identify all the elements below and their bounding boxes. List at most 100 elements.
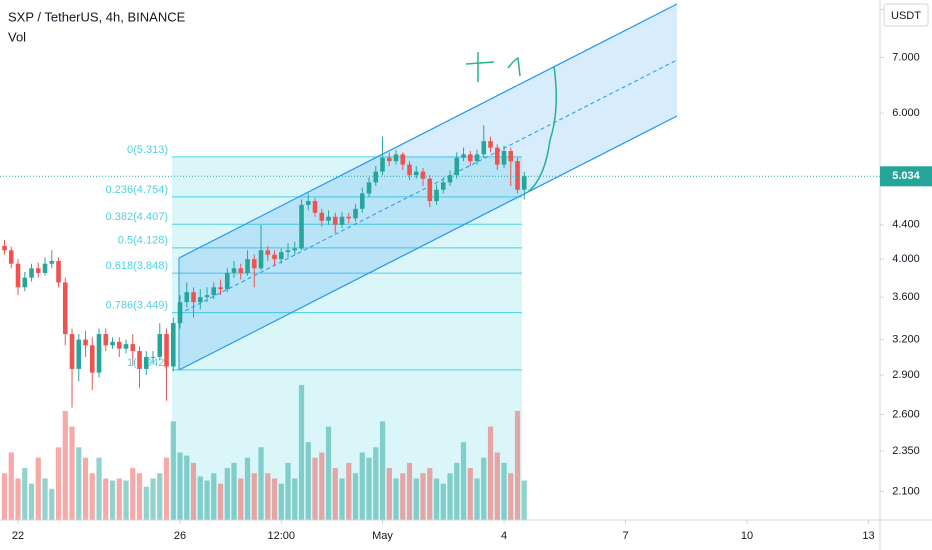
candle-body xyxy=(380,157,385,172)
volume-bar xyxy=(251,473,257,520)
volume-bar xyxy=(413,478,419,520)
unit-box[interactable] xyxy=(883,3,929,27)
volume-bar xyxy=(42,478,48,520)
volume-bar xyxy=(55,447,62,520)
y-tick-label: 7.000 xyxy=(892,51,920,63)
candle-body xyxy=(447,175,453,183)
volume-bar xyxy=(130,468,136,520)
candle-body xyxy=(332,216,338,225)
candles xyxy=(2,125,527,408)
candle-body xyxy=(251,259,257,269)
candle-body xyxy=(170,323,176,367)
handwriting-curve xyxy=(527,65,557,193)
candle-body xyxy=(386,157,392,162)
volume-bar xyxy=(265,473,271,520)
volume-bar xyxy=(89,473,95,520)
candle-body xyxy=(305,201,311,205)
channel-upper xyxy=(178,3,678,259)
volume-bar xyxy=(258,447,264,520)
last-price-label: 5.034 xyxy=(892,170,920,182)
volume-bar xyxy=(427,468,433,520)
candle-body xyxy=(292,248,298,251)
last-price-tag xyxy=(880,166,932,187)
volume-bar xyxy=(305,442,311,520)
fib-label: 0(5.313) xyxy=(127,144,168,156)
candle-body xyxy=(265,250,271,255)
volume-bar xyxy=(481,457,487,520)
volume-bar xyxy=(103,478,109,520)
candle-body xyxy=(96,334,102,373)
volume-bar xyxy=(400,473,406,520)
y-tick-label: 2.350 xyxy=(892,445,920,457)
volume-bar xyxy=(379,421,386,520)
candle-body xyxy=(184,292,190,303)
channel-lower xyxy=(178,115,678,371)
y-tick-label: 3.600 xyxy=(892,291,920,303)
x-tick-label: 10 xyxy=(741,530,753,542)
candle-body xyxy=(164,334,169,367)
x-tick-label: 26 xyxy=(174,530,186,542)
channel-mid xyxy=(178,59,678,315)
volume-bar xyxy=(346,462,352,520)
volume-bar xyxy=(204,480,210,520)
y-tick-label: 2.100 xyxy=(892,485,920,497)
candle-body xyxy=(400,154,406,165)
volume-bar xyxy=(339,478,345,520)
volume-bar xyxy=(1,473,8,520)
candle-body xyxy=(157,334,163,357)
handwriting-plus xyxy=(465,52,495,82)
volume-bar xyxy=(28,483,35,520)
candle-body xyxy=(508,151,514,162)
volume-bar xyxy=(49,488,55,520)
volume-bar xyxy=(508,473,514,520)
candle-body xyxy=(420,171,426,179)
candle-body xyxy=(521,176,527,190)
candle-body xyxy=(83,339,88,346)
volume-bar xyxy=(278,483,284,520)
candle-body xyxy=(488,141,493,148)
fib-label: 0.618(3.848) xyxy=(106,260,168,272)
x-tick-label: 7 xyxy=(622,530,628,542)
candle-body xyxy=(366,182,372,194)
volume-bar xyxy=(143,486,149,520)
fib-label: 0.382(4.407) xyxy=(106,211,168,223)
candle-body xyxy=(245,259,250,273)
volume-bar xyxy=(494,452,500,520)
candle-body xyxy=(299,204,304,249)
volume-bar xyxy=(298,385,305,520)
volume-bar xyxy=(15,478,21,520)
candle-body xyxy=(218,287,223,290)
x-tick-label: May xyxy=(372,530,393,542)
volume-pane xyxy=(1,385,527,520)
candle-body xyxy=(326,216,331,221)
volume-bar xyxy=(325,426,332,520)
volume-bar xyxy=(467,468,473,520)
volume-bar xyxy=(433,478,440,520)
y-tick-label: 4.400 xyxy=(892,219,920,231)
candle-body xyxy=(123,344,129,349)
candle-body xyxy=(103,334,109,346)
volume-bar xyxy=(211,473,217,520)
volume-bar xyxy=(359,452,365,520)
volume-bar xyxy=(285,462,291,520)
y-tick-label: 3.200 xyxy=(892,334,920,346)
volume-bar xyxy=(474,478,480,520)
fib-label: 0.236(4.754) xyxy=(106,184,168,196)
candle-body xyxy=(461,154,466,158)
volume-bar xyxy=(197,476,203,520)
candle-body xyxy=(231,268,237,273)
candle-body xyxy=(339,216,345,225)
candle-body xyxy=(62,282,68,335)
volume-bar xyxy=(447,473,453,520)
candle-body xyxy=(191,292,196,303)
volume-bar xyxy=(332,468,338,520)
candle-body xyxy=(494,147,500,165)
candle-body xyxy=(474,154,480,162)
candle-body xyxy=(69,334,75,369)
volume-bar xyxy=(440,483,446,520)
volume-bar xyxy=(123,480,129,520)
candle-body xyxy=(353,208,358,219)
volume-bar xyxy=(62,410,68,520)
